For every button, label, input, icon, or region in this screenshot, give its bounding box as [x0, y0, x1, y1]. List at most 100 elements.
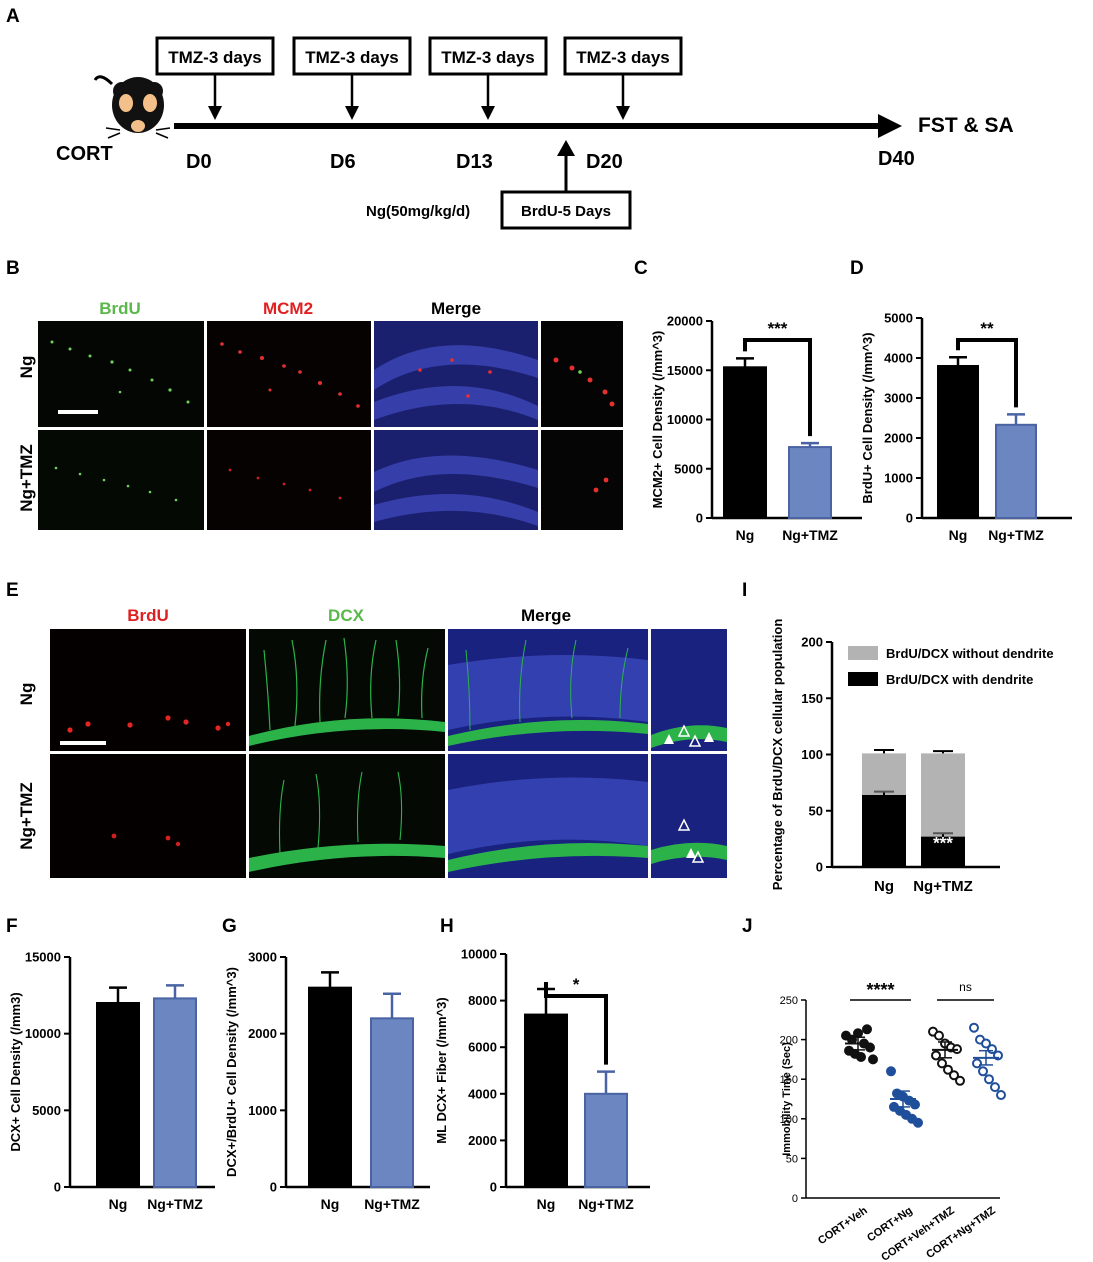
- chart-brdu-density: 0 1000 2000 3000 4000 5000 BrdU+ Cell Density …: [860, 311, 1072, 543]
- x-tick-label: Ng+TMZ: [988, 527, 1044, 543]
- col-header-merge: Merge: [521, 606, 571, 625]
- x-tick-label: Ng+TMZ: [578, 1196, 634, 1212]
- y-tick-label: 0: [54, 1180, 61, 1195]
- y-axis-title: ML DCX+ Fiber (/mm^3): [434, 997, 449, 1143]
- panel-letter-i: I: [742, 580, 747, 601]
- y-axis-title: MCM2+ Cell Density (/mm^3): [650, 331, 665, 509]
- data-point: [937, 1058, 947, 1069]
- y-axis-title: BrdU+ Cell Density (/mm^3): [860, 332, 875, 503]
- chart-dcx-brdu-density: 0 1000 2000 3000 DCX+/BrdU+ Cell Density (/m…: [224, 950, 430, 1212]
- arrowhead-marker-icon: [686, 848, 696, 858]
- micrograph-e-ng-brdu: [50, 629, 246, 751]
- bar: [584, 1092, 628, 1189]
- micrograph-b-ng-merge: [374, 321, 538, 427]
- micrograph-e-tmz-zoom: [651, 754, 727, 878]
- micrograph-e-ng-dcx: [249, 629, 445, 751]
- row-label-ng-tmz: Ng+TMZ: [17, 782, 36, 850]
- bar: [96, 1002, 140, 1188]
- y-tick-label: 6000: [468, 1040, 497, 1055]
- tmz-box-2: TMZ-3 days: [292, 36, 412, 120]
- chart-brdu-dcx-percentage: 0 50 100 150 200 Percentage of BrdU/DCX cellu…: [770, 619, 1054, 895]
- significance-bracket: [743, 338, 812, 437]
- y-tick-label: 3000: [248, 950, 277, 965]
- data-point: [978, 1066, 988, 1077]
- data-point: [856, 1052, 866, 1063]
- data-point: [862, 1024, 872, 1035]
- y-tick-label: 10000: [25, 1026, 61, 1041]
- stacked-bar-segment-with-dendrite: [921, 836, 965, 867]
- y-tick-label: 3000: [884, 391, 913, 406]
- legend-swatch: [848, 672, 878, 686]
- significance-label: ***: [768, 319, 788, 338]
- day-label: D40: [878, 148, 915, 170]
- x-tick-label: CORT+Ng+TMZ: [924, 1204, 998, 1261]
- y-tick-label: 0: [696, 511, 703, 526]
- panel-letter-e: E: [6, 580, 19, 601]
- data-point: [996, 1090, 1006, 1101]
- significance-label: ****: [866, 980, 894, 1000]
- arrowhead-marker-icon: [664, 734, 674, 744]
- bar: [937, 365, 979, 519]
- y-tick-label: 8000: [468, 993, 497, 1008]
- y-tick-label: 0: [816, 860, 823, 875]
- tmz-box-3: TMZ-3 days: [428, 36, 548, 120]
- arrowhead-marker-icon: [677, 818, 691, 831]
- y-tick-label: 200: [801, 635, 823, 650]
- arrowhead-marker-icon: [677, 724, 691, 737]
- panel-letter-b: B: [6, 258, 20, 279]
- chart-dcx-density: 0 5000 10000 15000 DCX+ Cell Density (/mm3) N…: [8, 950, 215, 1212]
- y-tick-label: 2000: [468, 1133, 497, 1148]
- bar: [308, 986, 352, 1189]
- ng-dose-label: Ng(50mg/kg/d): [366, 203, 470, 220]
- y-tick-label: 250: [780, 995, 798, 1007]
- arrowhead-marker-icon: [691, 850, 705, 863]
- x-tick-label: Ng: [736, 527, 755, 543]
- col-header-mcm2: MCM2: [263, 299, 313, 318]
- x-tick-label: Ng: [321, 1196, 340, 1212]
- x-tick-label: Ng+TMZ: [782, 527, 838, 543]
- brdu-box: BrdU-5 Days: [500, 140, 632, 230]
- y-tick-label: 15000: [667, 363, 703, 378]
- panel-e: E BrdU DCX Merge Ng Ng+TMZ: [6, 580, 727, 878]
- data-point: [943, 1064, 953, 1075]
- y-axis-title: Percentage of BrdU/DCX cellular populati…: [770, 619, 785, 891]
- y-tick-label: 5000: [32, 1103, 61, 1118]
- y-tick-label: 1000: [884, 471, 913, 486]
- micrograph-b-tmz-merge: [374, 430, 538, 530]
- row-label-ng: Ng: [17, 356, 36, 379]
- micrograph-e-ng-merge: [448, 629, 648, 751]
- data-point: [984, 1074, 994, 1085]
- day-label: D6: [330, 151, 356, 173]
- x-tick-label: Ng: [109, 1196, 128, 1212]
- data-point: [913, 1117, 923, 1128]
- panel-b: B BrdU MCM2 Merge Ng Ng+TMZ: [6, 258, 623, 530]
- significance-label: ns: [959, 980, 972, 994]
- panel-letter-c: C: [634, 258, 648, 279]
- col-header-dcx: DCX: [328, 606, 365, 625]
- chart-ml-dcx-fiber: 0 2000 4000 6000 8000 10000 ML DCX+ Fiber (/mm…: [434, 947, 650, 1212]
- panel-a: A CORT FST & SA TMZ-3 days: [6, 6, 1014, 230]
- y-tick-label: 0: [490, 1180, 497, 1195]
- stacked-bar-segment-with-dendrite: [862, 795, 906, 867]
- micrograph-b-tmz-mcm2: [207, 430, 371, 530]
- significance-bracket: [544, 981, 608, 1065]
- col-header-brdu: BrdU: [127, 606, 169, 625]
- bar: [153, 997, 197, 1189]
- legend-swatch: [848, 646, 878, 660]
- col-header-brdu: BrdU: [99, 299, 141, 318]
- cort-label: CORT: [56, 143, 113, 165]
- significance-label: *: [573, 975, 580, 994]
- y-tick-label: 150: [801, 691, 823, 706]
- day-label: D20: [586, 151, 623, 173]
- micrograph-b-tmz-zoom: [541, 430, 623, 530]
- panel-letter-g: G: [222, 916, 237, 937]
- y-tick-label: 1000: [248, 1103, 277, 1118]
- x-tick-label: Ng+TMZ: [364, 1196, 420, 1212]
- svg-text:TMZ-3 days: TMZ-3 days: [168, 48, 262, 67]
- significance-bracket: [956, 338, 1018, 408]
- stacked-bar-segment-without-dendrite: [862, 753, 906, 795]
- svg-text:TMZ-3 days: TMZ-3 days: [576, 48, 670, 67]
- svg-text:BrdU-5 Days: BrdU-5 Days: [521, 203, 611, 220]
- panel-letter-a: A: [6, 6, 20, 27]
- bar: [723, 366, 767, 520]
